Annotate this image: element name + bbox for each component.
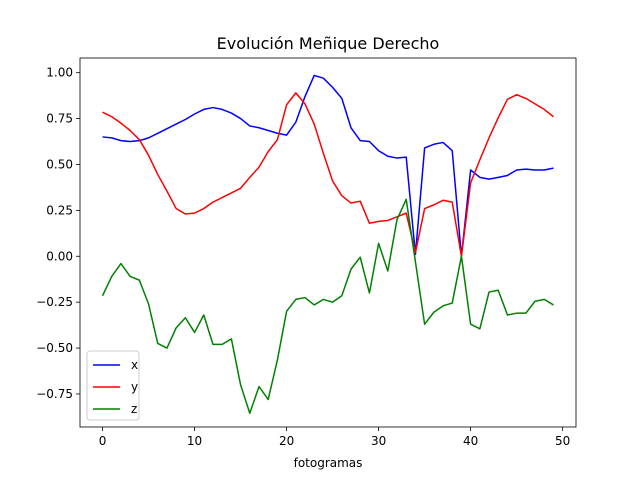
y-tick-label: 0.75 [46,112,73,126]
x-tick-label: 10 [187,434,202,448]
x-tick-label: 20 [279,434,294,448]
x-tick-label: 40 [463,434,478,448]
axes: 0 10 20 30 40 50 −0.75 −0.50 −0.25 0.00 0.25 0.50 0.… [36,57,577,448]
axes-frame [79,57,577,428]
y-tick-label: 0.50 [46,157,73,171]
series-line-y [102,92,554,258]
legend-label-z: z [131,402,137,416]
y-tick-label: 1.00 [46,66,73,80]
legend-label-y: y [131,380,138,394]
chart-title: Evolución Meñique Derecho [217,34,440,53]
legend-box [86,350,140,421]
y-tick-label: 0.00 [46,249,73,263]
x-tick-label: 30 [371,434,386,448]
x-tick-label: 50 [555,434,570,448]
y-tick-label: 0.25 [46,203,73,217]
x-tick-label: 0 [99,434,107,448]
y-tick-label: −0.75 [36,387,73,401]
x-axis-label: fotogramas [294,456,363,470]
y-tick-label: −0.50 [36,341,73,355]
legend-label-x: x [131,358,138,372]
series-line-z [101,198,554,414]
series-line-x [102,74,554,258]
y-tick-label: −0.25 [36,295,73,309]
legend: xyz [86,350,140,421]
plot-area [101,74,554,414]
